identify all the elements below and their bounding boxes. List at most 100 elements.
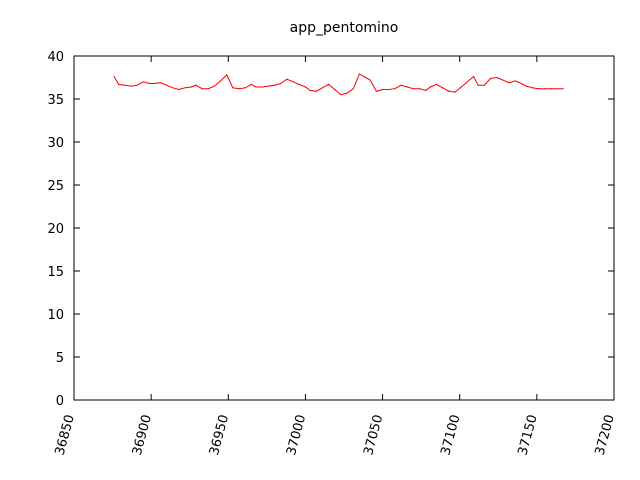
data-point (454, 91, 456, 93)
data-point (286, 78, 288, 80)
data-point (525, 85, 527, 87)
data-point (473, 76, 475, 78)
data-point (130, 85, 132, 87)
data-point (358, 73, 360, 75)
data-point (562, 88, 564, 90)
data-point (419, 88, 421, 90)
data-point (118, 83, 120, 85)
y-tick-label: 30 (47, 136, 64, 151)
data-point (213, 85, 215, 87)
data-point (442, 87, 444, 89)
data-point (496, 76, 498, 79)
plot-frame (73, 55, 615, 401)
data-point (514, 80, 516, 82)
data-point (274, 84, 276, 86)
data-point (429, 86, 431, 88)
data-point (483, 84, 485, 86)
x-tick-label: 37150 (516, 413, 541, 457)
data-point (207, 88, 209, 90)
data-point (321, 87, 323, 89)
data-point (238, 88, 240, 90)
data-point (304, 86, 306, 88)
chart-title: app_pentomino (290, 20, 399, 36)
y-tick-label: 20 (47, 222, 64, 237)
data-point (178, 88, 180, 91)
x-axis: 36850 36900 36950 37000 37050 37100 37150 37200 (53, 56, 618, 457)
data-point (388, 88, 390, 91)
data-point (400, 84, 402, 86)
data-point (195, 84, 197, 86)
data-point (477, 84, 479, 86)
data-point (436, 83, 438, 85)
series-group (113, 73, 564, 96)
data-point (544, 88, 546, 90)
data-point (232, 87, 234, 89)
data-point (250, 83, 252, 85)
data-point (520, 82, 523, 85)
x-tick-label: 36900 (130, 413, 155, 457)
data-point (466, 81, 468, 83)
data-point (340, 94, 342, 96)
data-point (124, 84, 126, 86)
data-point (220, 80, 222, 82)
data-point (267, 85, 269, 87)
y-tick-label: 40 (47, 50, 64, 65)
x-tick-label: 37100 (438, 413, 463, 457)
data-point (334, 88, 336, 91)
data-point (382, 88, 384, 91)
data-point (113, 76, 115, 78)
x-tick-label: 36850 (53, 413, 78, 457)
data-point (502, 79, 504, 81)
x-tick-label: 37000 (284, 413, 309, 457)
y-tick-label: 0 (56, 394, 64, 409)
x-tick-label: 37050 (361, 413, 386, 457)
data-point (244, 87, 246, 89)
data-point (280, 82, 282, 85)
data-point (136, 84, 138, 86)
data-point (537, 88, 540, 90)
data-point (201, 88, 203, 90)
data-point (378, 89, 381, 91)
data-point (298, 83, 300, 85)
data-point (166, 84, 168, 86)
y-axis: 0 5 10 15 20 25 30 35 40 (47, 50, 614, 409)
data-point (226, 74, 228, 76)
data-point (460, 86, 462, 88)
y-tick-label: 15 (47, 265, 64, 280)
data-point (425, 89, 427, 91)
data-point (394, 88, 396, 90)
data-point (352, 88, 354, 90)
data-point (292, 81, 294, 83)
data-point (309, 89, 311, 91)
y-tick-label: 25 (47, 179, 64, 194)
data-point (153, 82, 155, 85)
data-point (369, 79, 371, 81)
data-point (184, 87, 186, 89)
data-point (255, 86, 257, 88)
data-point (556, 88, 558, 90)
data-point (149, 82, 151, 85)
data-point (375, 90, 377, 92)
y-tick-label: 35 (47, 93, 64, 108)
y-tick-label: 10 (47, 308, 64, 323)
data-point (531, 87, 533, 89)
data-point (365, 76, 367, 79)
data-point (261, 86, 263, 88)
data-point (190, 86, 192, 88)
data-point (172, 87, 174, 89)
data-point (490, 77, 492, 79)
data-point (406, 86, 408, 88)
data-point (328, 83, 330, 85)
data-point (142, 81, 144, 83)
data-point (159, 82, 161, 84)
data-point (550, 88, 552, 90)
y-tick-label: 5 (56, 351, 64, 366)
data-point (412, 88, 414, 90)
data-point (346, 92, 348, 94)
x-tick-label: 36950 (207, 413, 232, 457)
series-line (113, 73, 564, 96)
data-point (448, 90, 450, 92)
x-tick-label: 37200 (593, 413, 618, 457)
data-point (315, 90, 317, 92)
